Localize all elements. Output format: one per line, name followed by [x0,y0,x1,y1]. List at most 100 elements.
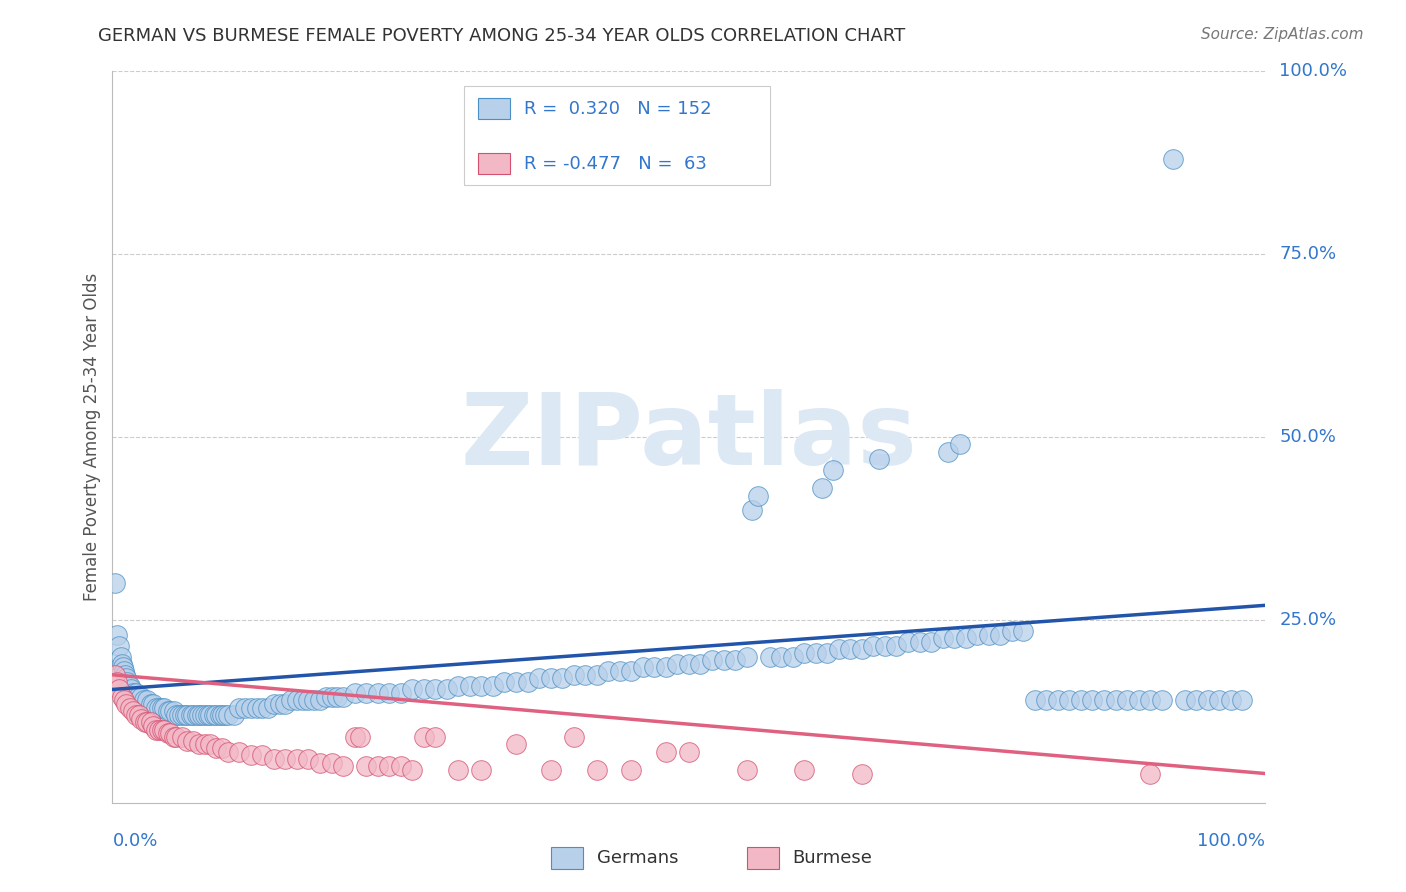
Point [263,697,285,711]
Point [115,697,138,711]
Text: R = -0.477   N =  63: R = -0.477 N = 63 [524,154,707,172]
Text: GERMAN VS BURMESE FEMALE POVERTY AMONG 25-34 YEAR OLDS CORRELATION CHART: GERMAN VS BURMESE FEMALE POVERTY AMONG 2… [98,27,905,45]
Point [297,693,319,707]
Point [159,726,181,740]
Point [129,690,153,704]
Point [1092,693,1115,707]
Point [194,737,217,751]
Point [181,708,204,723]
Point [104,667,127,681]
Point [655,745,678,759]
Point [118,700,141,714]
Point [127,690,149,704]
Point [180,708,202,723]
Point [938,444,960,458]
Point [274,752,297,766]
Point [741,503,763,517]
Point [516,675,538,690]
Point [112,664,135,678]
Point [1046,693,1069,707]
Point [425,682,447,697]
Point [585,763,607,777]
Point [148,700,170,714]
Point [1128,693,1150,707]
Point [110,649,132,664]
Point [966,627,988,641]
Point [747,489,769,503]
Point [678,745,700,759]
Point [332,690,354,704]
Point [239,748,262,763]
Point [162,705,184,719]
Point [108,639,131,653]
Text: Burmese: Burmese [793,848,873,867]
Point [200,708,222,723]
Point [132,693,155,707]
Point [122,705,145,719]
Point [815,646,838,660]
Point [145,723,167,737]
Point [425,730,447,744]
Point [620,763,643,777]
Point [309,756,332,770]
Point [115,672,138,686]
Point [145,700,167,714]
Point [988,627,1011,641]
Point [343,730,366,744]
Point [1150,693,1173,707]
Point [908,635,931,649]
Point [551,672,574,686]
Text: 100.0%: 100.0% [1198,832,1265,850]
Point [1197,693,1219,707]
Point [700,653,723,667]
FancyBboxPatch shape [464,86,769,185]
Point [156,726,179,740]
Point [188,737,211,751]
Point [129,712,153,726]
Point [367,759,389,773]
Point [114,667,136,681]
Point [447,763,470,777]
Point [793,646,815,660]
Text: 50.0%: 50.0% [1279,428,1336,446]
Point [851,642,873,657]
Point [200,737,222,751]
Point [1139,766,1161,780]
Point [804,646,827,660]
Point [389,759,412,773]
Y-axis label: Female Poverty Among 25-34 Year Olds: Female Poverty Among 25-34 Year Olds [83,273,101,601]
Point [540,763,562,777]
Point [1232,693,1254,707]
Point [148,723,170,737]
Point [285,752,308,766]
Point [949,437,972,451]
Point [120,682,142,697]
Point [436,682,458,697]
Point [770,649,793,664]
Point [134,715,156,730]
Point [205,740,228,755]
Point [505,675,527,690]
Point [1219,693,1241,707]
Point [585,667,607,681]
Point [401,682,423,697]
Point [104,576,127,591]
Point [470,763,492,777]
Point [574,667,596,681]
Text: 100.0%: 100.0% [1279,62,1347,80]
Point [170,708,193,723]
Point [156,705,179,719]
Point [118,679,141,693]
Point [139,715,162,730]
Point [186,708,208,723]
Point [378,686,401,700]
Point [252,700,274,714]
Point [868,452,890,467]
Point [150,723,173,737]
Point [1174,693,1197,707]
Point [689,657,711,671]
Point [165,730,187,744]
Point [285,693,308,707]
Point [111,657,134,671]
Point [202,708,225,723]
